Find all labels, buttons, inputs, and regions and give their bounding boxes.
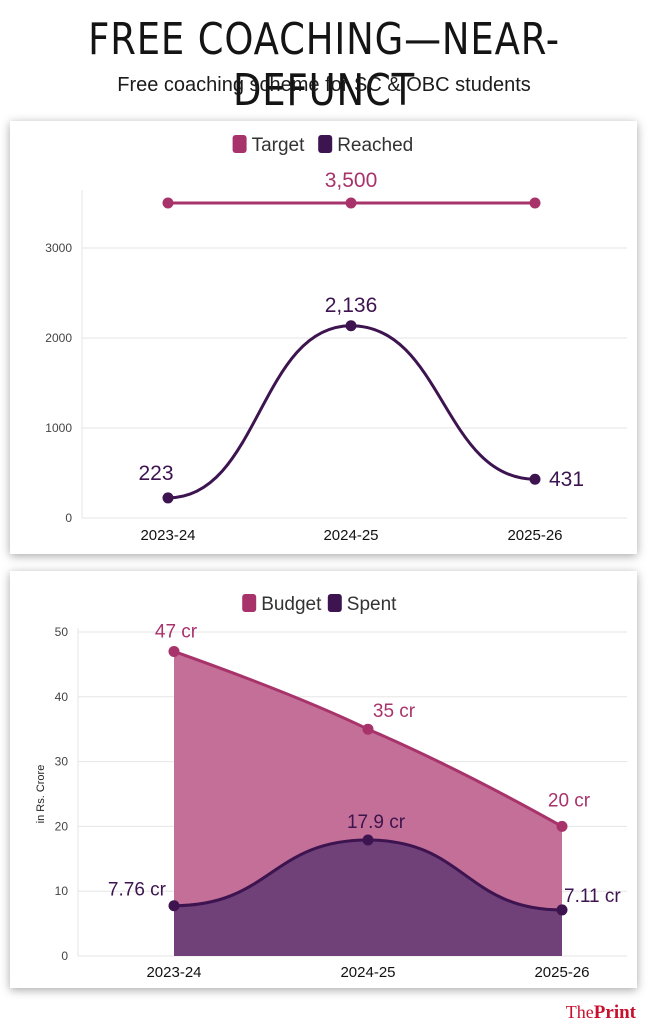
theprint-logo: ThePrint: [565, 1002, 636, 1023]
target-point: [529, 197, 541, 209]
y-tick-label: 50: [55, 625, 69, 639]
reached-data-label: 2,136: [325, 294, 378, 317]
reached-line: [167, 324, 536, 500]
reached-data-label: 223: [138, 462, 173, 485]
budget-chart-panel: 0 10 20 30 40 50 Budget Spent in Rs. Crore 47 cr 3…: [10, 571, 637, 988]
y-tick-label: 3000: [45, 241, 72, 255]
budget-point: [362, 723, 374, 735]
budget-data-label: 20 cr: [548, 790, 591, 811]
spent-data-label: 7.76 cr: [108, 880, 167, 901]
students-chart: 0 1000 2000 3000 Target Reached 3,500 223 2,136 4…: [45, 135, 627, 544]
x-tick-label: 2023-24: [140, 527, 195, 544]
legend: Target Reached: [232, 135, 413, 156]
y-tick-label: 1000: [45, 421, 72, 435]
legend-swatch-target: [232, 135, 247, 153]
legend: Budget Spent: [242, 594, 397, 615]
legend-swatch-spent: [327, 594, 342, 612]
x-tick-label: 2023-24: [146, 964, 201, 981]
x-tick-label: 2025-26: [534, 964, 589, 981]
budget-point: [168, 645, 180, 657]
y-tick-label: 2000: [45, 331, 72, 345]
target-point: [345, 197, 357, 209]
legend-label-spent: Spent: [347, 594, 397, 615]
x-tick-label: 2024-25: [323, 527, 378, 544]
subtitle: Free coaching scheme for SC & OBC studen…: [117, 74, 531, 96]
y-tick-label: 10: [55, 884, 69, 898]
spent-point: [362, 834, 374, 846]
y-tick-label: 20: [55, 819, 69, 833]
budget-data-label: 35 cr: [373, 701, 416, 722]
spent-point: [556, 904, 568, 916]
spent-point: [168, 900, 180, 912]
legend-label-target: Target: [252, 135, 306, 156]
x-tick-label: 2024-25: [340, 964, 395, 981]
target-point: [162, 197, 174, 209]
budget-data-label: 47 cr: [155, 621, 198, 642]
reached-point: [162, 492, 174, 504]
reached-point: [529, 473, 541, 485]
budget-chart: 0 10 20 30 40 50 Budget Spent in Rs. Crore 47 cr 3…: [35, 594, 627, 981]
y-axis-title: in Rs. Crore: [35, 765, 47, 824]
y-tick-label: 40: [55, 690, 69, 704]
y-tick-label: 0: [65, 511, 72, 525]
reached-point: [345, 320, 357, 332]
spent-area: [174, 840, 562, 956]
spent-data-label: 17.9 cr: [347, 812, 406, 833]
x-tick-label: 2025-26: [507, 527, 562, 544]
legend-swatch-reached: [318, 135, 333, 153]
legend-label-budget: Budget: [261, 594, 322, 615]
legend-swatch-budget: [242, 594, 257, 612]
reached-data-label: 431: [549, 468, 584, 491]
students-chart-panel: 0 1000 2000 3000 Target Reached 3,500 223 2,136 4…: [10, 121, 637, 554]
budget-point: [556, 820, 568, 832]
headline: FREE COACHING—NEAR-DEFUNCT: [88, 14, 560, 116]
legend-label-reached: Reached: [337, 135, 413, 156]
target-data-label: 3,500: [325, 169, 378, 192]
y-tick-label: 30: [55, 755, 69, 769]
spent-data-label: 7.11 cr: [564, 886, 621, 907]
y-tick-label: 0: [61, 949, 68, 963]
